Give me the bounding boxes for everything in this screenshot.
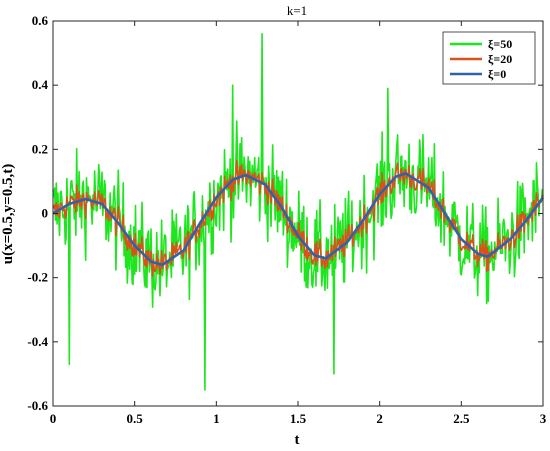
plot-series bbox=[52, 33, 545, 391]
y-tick-label: -0.2 bbox=[27, 270, 48, 285]
legend-label-xi0: ξ=0 bbox=[488, 67, 506, 81]
x-tick-label: 3 bbox=[540, 411, 547, 426]
legend-label-xi50: ξ=50 bbox=[488, 37, 512, 51]
legend-label-xi20: ξ=20 bbox=[488, 52, 512, 66]
y-axis-label: u(x=0.5,y=0.5,t) bbox=[0, 164, 16, 264]
y-tick-label: -0.6 bbox=[27, 398, 48, 413]
x-tick-label: 0.5 bbox=[127, 411, 144, 426]
x-tick-label: 1 bbox=[213, 411, 220, 426]
x-tick-label: 0 bbox=[50, 411, 57, 426]
y-tick-label: 0.2 bbox=[32, 141, 48, 156]
x-tick-label: 2 bbox=[376, 411, 383, 426]
y-tick-label: 0 bbox=[42, 206, 49, 221]
legend: ξ=50 ξ=20 ξ=0 bbox=[442, 31, 536, 85]
axis-ticks: 0 0.5 1 1.5 2 2.5 3 -0.6 -0.4 -0.2 0 0.2 0.4 0.6 bbox=[27, 13, 546, 426]
chart-title: k=1 bbox=[287, 3, 307, 18]
y-tick-label: 0.4 bbox=[32, 77, 49, 92]
x-axis-label: t bbox=[295, 432, 300, 448]
series-xi50-line bbox=[52, 33, 544, 391]
series-xi0-line bbox=[52, 172, 545, 267]
x-tick-label: 2.5 bbox=[453, 411, 470, 426]
y-tick-label: -0.4 bbox=[27, 334, 48, 349]
x-tick-label: 1.5 bbox=[290, 411, 307, 426]
y-tick-label: 0.6 bbox=[32, 13, 49, 28]
